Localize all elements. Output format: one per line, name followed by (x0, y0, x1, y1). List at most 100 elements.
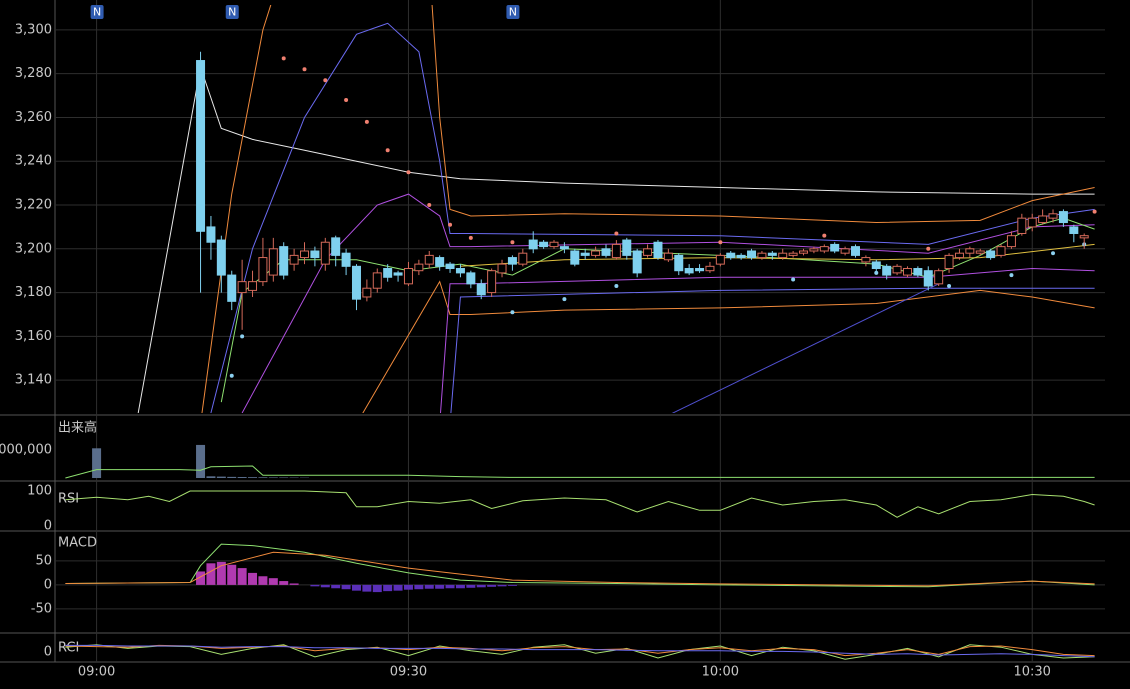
candle-body (383, 268, 393, 278)
candle-body (518, 252, 528, 265)
candle-body (788, 252, 798, 256)
candle-body (331, 237, 341, 256)
indicator-line (201, 5, 1095, 413)
y-tick-label: 3,240 (15, 154, 52, 169)
indicator-dot (718, 240, 723, 245)
candle-body (362, 287, 372, 298)
candle-body (923, 270, 933, 287)
candle-body (663, 252, 673, 261)
indicator-dot (448, 222, 453, 227)
bar (279, 477, 289, 478)
candle-body (611, 243, 621, 259)
bar (487, 584, 497, 587)
indicator-dot (562, 297, 567, 302)
candle-body (466, 272, 476, 285)
candle-body (809, 248, 819, 252)
plot-area (65, 543, 1095, 593)
candle-body (684, 268, 694, 274)
news-marker (90, 5, 104, 19)
bar (92, 448, 102, 478)
candle-body (799, 250, 809, 254)
indicator-line (65, 644, 1095, 657)
bar (268, 477, 278, 478)
bar (227, 476, 237, 478)
candle-body (882, 265, 892, 276)
indicator-dot (240, 334, 245, 339)
candle-body (1038, 215, 1048, 224)
bar (216, 476, 226, 478)
bar (258, 576, 268, 585)
y-tick-label: 3,220 (15, 198, 52, 213)
candle-body (310, 250, 320, 259)
candle-body (986, 250, 996, 259)
candle-body (372, 272, 382, 289)
candle-body (591, 250, 601, 256)
indicator-dot (323, 78, 328, 83)
candle-body (549, 241, 559, 248)
plot-area (65, 444, 1095, 479)
candle-body (320, 241, 330, 265)
indicator-dot (364, 119, 369, 124)
candle-body (996, 246, 1006, 256)
x-tick-label: 09:00 (78, 665, 115, 680)
candle-body (435, 257, 445, 267)
candle-body (393, 272, 403, 276)
candle-body (528, 239, 538, 250)
candle-body (747, 250, 757, 259)
candle-body (403, 268, 413, 285)
y-tick-label: 3,180 (15, 285, 52, 300)
bar (403, 584, 413, 590)
news-marker (506, 5, 520, 19)
indicator-dot (614, 231, 619, 236)
bar (455, 584, 465, 589)
bar (289, 583, 299, 585)
candle-body (570, 250, 580, 265)
candle-body (944, 254, 954, 270)
candle-body (757, 252, 767, 259)
plot-area (65, 490, 1095, 518)
indicator-line (210, 22, 1095, 413)
candle-body (476, 283, 486, 296)
bar (237, 568, 247, 585)
bar (445, 584, 455, 589)
indicator-line (65, 644, 1095, 660)
candle-body (1006, 235, 1016, 248)
y-tick-label: 100 (27, 484, 52, 499)
bar (351, 584, 361, 591)
candle-body (559, 246, 569, 250)
candle-body (497, 263, 507, 274)
y-tick-label: 0 (44, 577, 52, 592)
bar (424, 584, 434, 589)
candle-body (258, 257, 268, 283)
candle-body (1058, 211, 1068, 224)
candle-body (767, 252, 777, 256)
bar (497, 584, 507, 587)
candle-body (300, 250, 310, 259)
candle-body (206, 226, 216, 243)
bar (362, 584, 372, 592)
candle-body (892, 265, 902, 274)
indicator-dot (1051, 251, 1056, 256)
candle-body (736, 254, 746, 259)
candle-body (861, 257, 871, 263)
candle-body (1079, 235, 1089, 239)
candle-body (819, 246, 829, 252)
x-tick-label: 10:00 (702, 665, 739, 680)
candle-body (601, 248, 611, 256)
candle-body (580, 252, 590, 256)
candle-body (507, 257, 517, 265)
candle-body (237, 281, 247, 294)
candle-body (1069, 226, 1079, 234)
indicator-line (65, 644, 1095, 658)
candle-body (975, 250, 985, 254)
news-marker-label: N (228, 6, 236, 19)
bar (393, 584, 403, 591)
candle-body (643, 248, 653, 256)
indicator-dot (1092, 209, 1097, 214)
bar (507, 584, 517, 586)
candle-body (455, 268, 465, 274)
candle-body (840, 248, 850, 254)
bar (320, 584, 330, 588)
y-tick-label: 1,000,000 (0, 442, 52, 457)
